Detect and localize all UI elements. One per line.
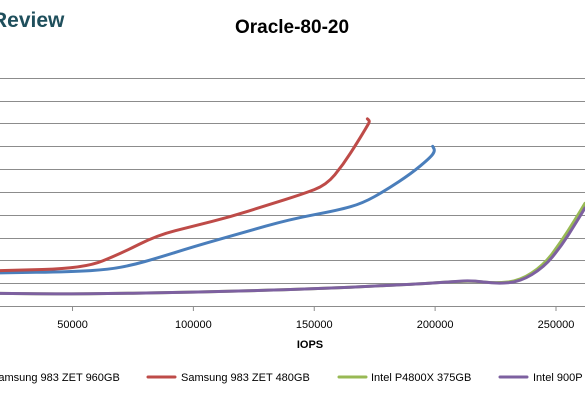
chart-title: Oracle-80-20 (235, 17, 349, 38)
gridlines (0, 78, 585, 307)
legend-label-1: Samsung 983 ZET 960GB (0, 372, 120, 384)
series-lines (0, 117, 585, 296)
brand-logo-text: Review (0, 9, 65, 32)
legend: Samsung 983 ZET 960GB Samsung 983 ZET 480… (0, 372, 583, 384)
x-tick-label: 100000 (175, 319, 212, 331)
series-line-1 (0, 144, 436, 275)
x-tick-label: 200000 (417, 319, 454, 331)
x-tick-label: 50000 (57, 319, 88, 331)
x-tick-label: 150000 (296, 319, 333, 331)
series-line-2 (0, 117, 371, 273)
legend-label-4: Intel 900P (533, 372, 583, 384)
x-tick-labels: 50000 100000 150000 200000 250000 (57, 306, 574, 331)
x-tick-label: 250000 (538, 319, 575, 331)
series-line-4 (0, 206, 585, 296)
x-axis-label: IOPS (297, 339, 323, 351)
series-line-3 (0, 201, 585, 296)
legend-label-2: Samsung 983 ZET 480GB (181, 372, 310, 384)
legend-label-3: Intel P4800X 375GB (371, 372, 471, 384)
